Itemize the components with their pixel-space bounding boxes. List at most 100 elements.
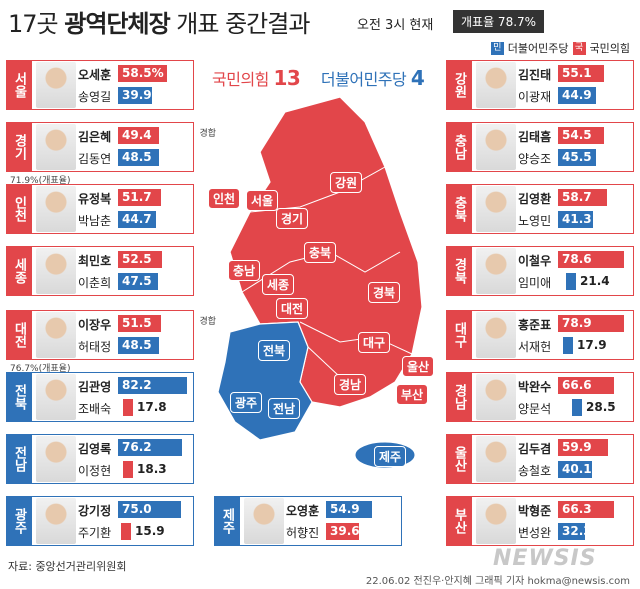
candidate-row: 허태정 48.5 (78, 336, 190, 356)
candidate-photo (476, 436, 516, 482)
korea-map: 강원 인천 서울 경기 충북 충남 세종 대전 경북 대구 전북 울산 경남 부… (190, 92, 450, 492)
vote-bar: 54.9 (326, 501, 398, 518)
region-card: 충북 김영환 58.7 노영민 41.3 (446, 184, 634, 234)
candidate-row: 오세훈 58.5% (78, 64, 190, 84)
card-frame (472, 434, 634, 484)
region-card: 광주 강기정 75.0 주기환 15.9 (6, 496, 194, 546)
vote-bar-fill: 78.6 (558, 251, 624, 268)
vote-bar: 28.5 (558, 399, 630, 416)
dp-legend-label: 더불어민주당 (507, 42, 569, 55)
candidate-name: 최민호 (78, 254, 112, 268)
candidate-row: 김영환 58.7 (518, 188, 630, 208)
candidate-name: 김두겸 (518, 442, 552, 456)
vote-bar: 48.5 (118, 149, 190, 166)
candidate-name: 오세훈 (78, 68, 112, 82)
candidate-row: 박남춘 44.7 (78, 210, 190, 230)
vote-bar-fill: 17.8 (118, 399, 190, 416)
region-tab: 울산 (446, 434, 472, 484)
vote-bar-fill: 40.1 (558, 461, 592, 478)
credit-note: 22.06.02 전진우·안지혜 그래픽 기자 hokma@newsis.com (365, 576, 630, 587)
region-card: 강원 김진태 55.1 이광재 44.9 (446, 60, 634, 110)
candidate-row: 이춘희 47.5 (78, 272, 190, 292)
vote-bar: 44.7 (118, 211, 190, 228)
candidate-photo (476, 312, 516, 358)
card-frame (32, 372, 194, 422)
map-label-seoul: 서울 (246, 190, 279, 211)
candidate-row: 박형준 66.3 (518, 500, 630, 520)
map-label-gangwon: 강원 (330, 172, 363, 193)
tossup-tag: 경합 (199, 317, 216, 327)
candidate-name: 박완수 (518, 380, 552, 394)
map-label-gwangju: 광주 (230, 392, 263, 413)
ppp-seat-label: 국민의힘 (212, 70, 269, 89)
vote-bar-fill: 82.2 (118, 377, 187, 394)
ppp-legend-icon: 국 (572, 41, 586, 55)
vote-bar: 17.9 (558, 337, 630, 354)
candidate-name: 김영록 (78, 442, 112, 456)
candidate-photo (36, 62, 76, 108)
candidate-row: 최민호 52.5 (78, 250, 190, 270)
vote-bar: 15.9 (118, 523, 190, 540)
vote-bar-fill: 54.5 (558, 127, 604, 144)
candidate-row: 양승조 45.5 (518, 148, 630, 168)
region-tab: 광주 (6, 496, 32, 546)
map-label-gyeongnam: 경남 (334, 374, 367, 395)
vote-bar: 51.7 (118, 189, 190, 206)
region-card: 대구 홍준표 78.9 서재헌 17.9 (446, 310, 634, 360)
card-frame (472, 184, 634, 234)
candidate-row: 김태흠 54.5 (518, 126, 630, 146)
vote-bar: 51.5 (118, 315, 190, 332)
count-note: 76.7%(개표율) (10, 364, 71, 374)
ppp-legend-label: 국민의힘 (589, 42, 630, 55)
region-card: 전북 김관영 82.2 조배숙 17.8 (6, 372, 194, 422)
candidate-row: 김동연 48.5 (78, 148, 190, 168)
vote-bar: 18.3 (118, 461, 190, 478)
region-tab: 제주 (214, 496, 240, 546)
vote-bar-fill: 48.5 (118, 149, 159, 166)
candidate-row: 송영길 39.9 (78, 86, 190, 106)
candidate-row: 주기환 15.9 (78, 522, 190, 542)
candidate-row: 강기정 75.0 (78, 500, 190, 520)
vote-bar-fill: 28.5 (558, 399, 630, 416)
vote-bar: 66.6 (558, 377, 630, 394)
candidate-name: 김관영 (78, 380, 112, 394)
candidate-row: 이장우 51.5 (78, 314, 190, 334)
candidate-name: 이철우 (518, 254, 552, 268)
card-frame (32, 60, 194, 110)
ppp-seat-count: 13 (273, 66, 301, 90)
card-frame (472, 310, 634, 360)
candidate-name: 홍준표 (518, 318, 552, 332)
region-tab: 충북 (446, 184, 472, 234)
candidate-name: 송영길 (78, 90, 112, 104)
candidate-row: 조배숙 17.8 (78, 398, 190, 418)
candidate-photo (476, 62, 516, 108)
candidate-row: 김두겸 59.9 (518, 438, 630, 458)
candidate-row: 박완수 66.6 (518, 376, 630, 396)
vote-bar-fill: 49.4 (118, 127, 159, 144)
region-tab: 대구 (446, 310, 472, 360)
vote-bar-fill: 21.4 (558, 273, 630, 290)
map-label-incheon: 인천 (208, 188, 241, 209)
dp-seat-count: 4 (410, 66, 425, 90)
source-note: 자료: 중앙선거관리위원회 (8, 560, 127, 573)
vote-bar-fill: 66.6 (558, 377, 614, 394)
candidate-row: 김진태 55.1 (518, 64, 630, 84)
vote-bar-fill: 76.2 (118, 439, 182, 456)
candidate-row: 홍준표 78.9 (518, 314, 630, 334)
region-card: 제주 오영훈 54.9 허향진 39.6 (214, 496, 402, 546)
candidate-photo (36, 186, 76, 232)
vote-bar: 39.9 (118, 87, 190, 104)
vote-pct: 21.4 (580, 274, 610, 288)
time-note: 오전 3시 현재 (357, 18, 434, 33)
candidate-row: 이정현 18.3 (78, 460, 190, 480)
vote-bar: 55.1 (558, 65, 630, 82)
dp-seat-label: 더불어민주당 (320, 70, 407, 89)
vote-bar-fill: 48.5 (118, 337, 159, 354)
tossup-tag: 경합 (199, 129, 216, 139)
candidate-photo (36, 498, 76, 544)
region-card: 울산 김두겸 59.9 송철호 40.1 (446, 434, 634, 484)
vote-bar-fill: 75.0 (118, 501, 181, 518)
region-tab: 인천 (6, 184, 32, 234)
region-card: 경기 김은혜 49.4 김동연 48.5 경합 71.9%(개표율) (6, 122, 216, 186)
region-tab: 경기 (6, 122, 32, 172)
